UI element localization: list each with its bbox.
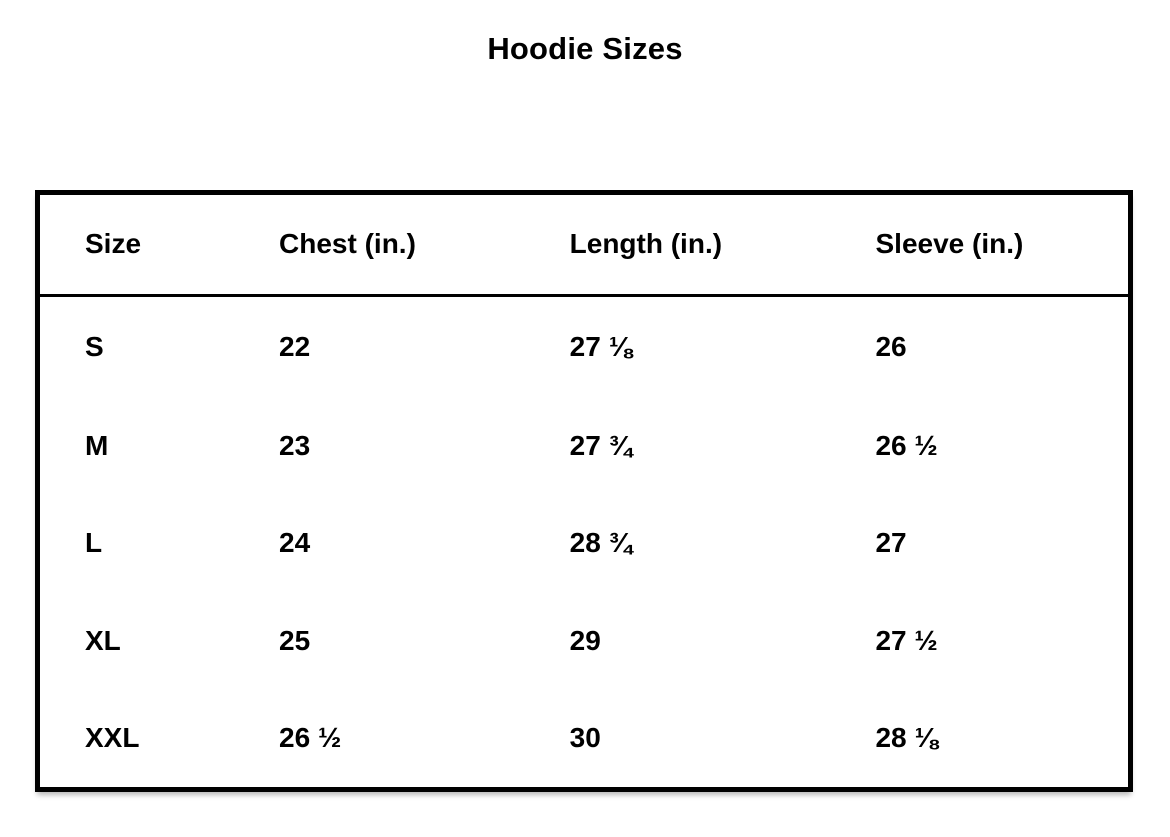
header-row: Size Chest (in.) Length (in.) Sleeve (in… — [40, 195, 1128, 297]
column-header-length: Length (in.) — [526, 195, 833, 297]
size-table-frame: Size Chest (in.) Length (in.) Sleeve (in… — [35, 190, 1133, 792]
sleeve-cell: 26 ½ — [875, 429, 938, 461]
sleeve-cell: 28 ⅛ — [875, 722, 938, 754]
table-row-s: S 22 27 ⅛ 26 — [40, 295, 1128, 397]
size-cell: L — [85, 527, 103, 559]
table-row-m: M 23 27 ¾ 26 ½ — [40, 397, 1128, 494]
column-header-chest: Chest (in.) — [242, 195, 527, 297]
chest-cell: 22 — [279, 330, 311, 362]
size-cell: M — [85, 429, 109, 461]
chest-cell: 26 ½ — [279, 722, 342, 754]
length-cell: 28 ¾ — [569, 527, 632, 559]
sleeve-cell: 27 — [875, 527, 907, 559]
size-table: Size Chest (in.) Length (in.) Sleeve (in… — [40, 195, 1128, 787]
chest-cell: 23 — [279, 429, 311, 461]
size-cell: XL — [85, 624, 121, 656]
sleeve-cell: 27 ½ — [875, 624, 938, 656]
table-row-xxl: XXL 26 ½ 30 28 ⅛ — [40, 690, 1128, 788]
size-cell: XXL — [85, 722, 140, 754]
table-row-xl: XL 25 29 27 ½ — [40, 592, 1128, 689]
page-title: Hoodie Sizes — [487, 31, 683, 66]
length-cell: 29 — [569, 624, 601, 656]
column-header-sleeve: Sleeve (in.) — [832, 195, 1128, 297]
length-cell: 27 ¾ — [569, 429, 632, 461]
length-cell: 30 — [569, 722, 601, 754]
size-table-body: S 22 27 ⅛ 26 M 23 27 ¾ 26 ½ L 24 28 ¾ 27 — [40, 295, 1128, 787]
size-table-head: Size Chest (in.) Length (in.) Sleeve (in… — [40, 195, 1128, 297]
table-row-l: L 24 28 ¾ 27 — [40, 495, 1128, 592]
sleeve-cell: 26 — [875, 330, 907, 362]
chest-cell: 25 — [279, 624, 311, 656]
chest-cell: 24 — [279, 527, 311, 559]
column-header-size: Size — [40, 195, 243, 297]
size-cell: S — [85, 330, 104, 362]
length-cell: 27 ⅛ — [569, 330, 632, 362]
